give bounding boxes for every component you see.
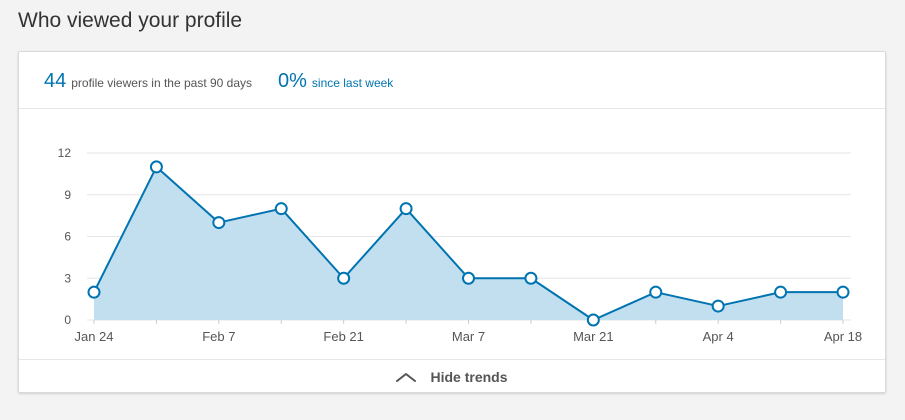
- stats-bar: 44 profile viewers in the past 90 days 0…: [44, 70, 393, 93]
- y-tick-label: 9: [64, 188, 71, 202]
- x-tick-label: Mar 21: [573, 329, 613, 344]
- data-point: [774, 285, 788, 299]
- data-point: [649, 285, 663, 299]
- hide-trends-label: Hide trends: [430, 368, 508, 385]
- data-point: [337, 271, 351, 285]
- data-point: [524, 271, 538, 285]
- data-point: [586, 313, 600, 327]
- section-title: Who viewed your profile: [18, 9, 243, 32]
- y-tick-label: 3: [64, 271, 71, 285]
- hide-trends-button[interactable]: Hide trends: [19, 360, 885, 393]
- data-point: [274, 202, 288, 216]
- x-tick-label: Apr 18: [824, 329, 862, 344]
- footer-divider: [19, 359, 885, 360]
- profile-views-card: 44 profile viewers in the past 90 days 0…: [18, 51, 886, 393]
- x-axis-ticks: Jan 24 Feb 7 Feb 21 Mar 7 Mar 21 Apr 4 Apr 18: [74, 329, 862, 344]
- change-percent: 0%: [278, 70, 307, 92]
- y-axis-ticks: 0 3 6 9 12: [58, 146, 72, 327]
- data-point: [87, 285, 101, 299]
- data-point: [212, 216, 226, 230]
- x-tick-label: Feb 21: [323, 329, 363, 344]
- area-fill: [94, 166, 843, 320]
- y-tick-label: 12: [58, 146, 72, 160]
- chevron-up-icon: [396, 372, 417, 382]
- viewers-count[interactable]: 44: [44, 70, 67, 92]
- x-tick-label: Apr 4: [703, 329, 734, 344]
- x-tick-label: Feb 7: [202, 329, 235, 344]
- y-tick-label: 0: [64, 313, 71, 327]
- x-tick-label: Mar 7: [452, 329, 485, 344]
- area-layer: [94, 166, 843, 320]
- stats-divider: [19, 108, 885, 109]
- x-tick-label: Jan 24: [74, 329, 113, 344]
- data-point: [462, 271, 475, 285]
- change-label: since last week: [311, 76, 394, 90]
- viewers-label: profile viewers in the past 90 days: [71, 76, 253, 90]
- views-trend-chart: 0 3 6 9 12 Jan 24 Feb 7 Feb 21 Mar 7 Mar 21 Apr 4…: [58, 146, 863, 344]
- y-tick-label: 6: [64, 230, 71, 244]
- point-layer: [87, 160, 850, 327]
- data-point: [711, 299, 725, 313]
- data-point: [399, 202, 413, 216]
- data-point: [836, 285, 850, 299]
- data-point: [149, 160, 163, 174]
